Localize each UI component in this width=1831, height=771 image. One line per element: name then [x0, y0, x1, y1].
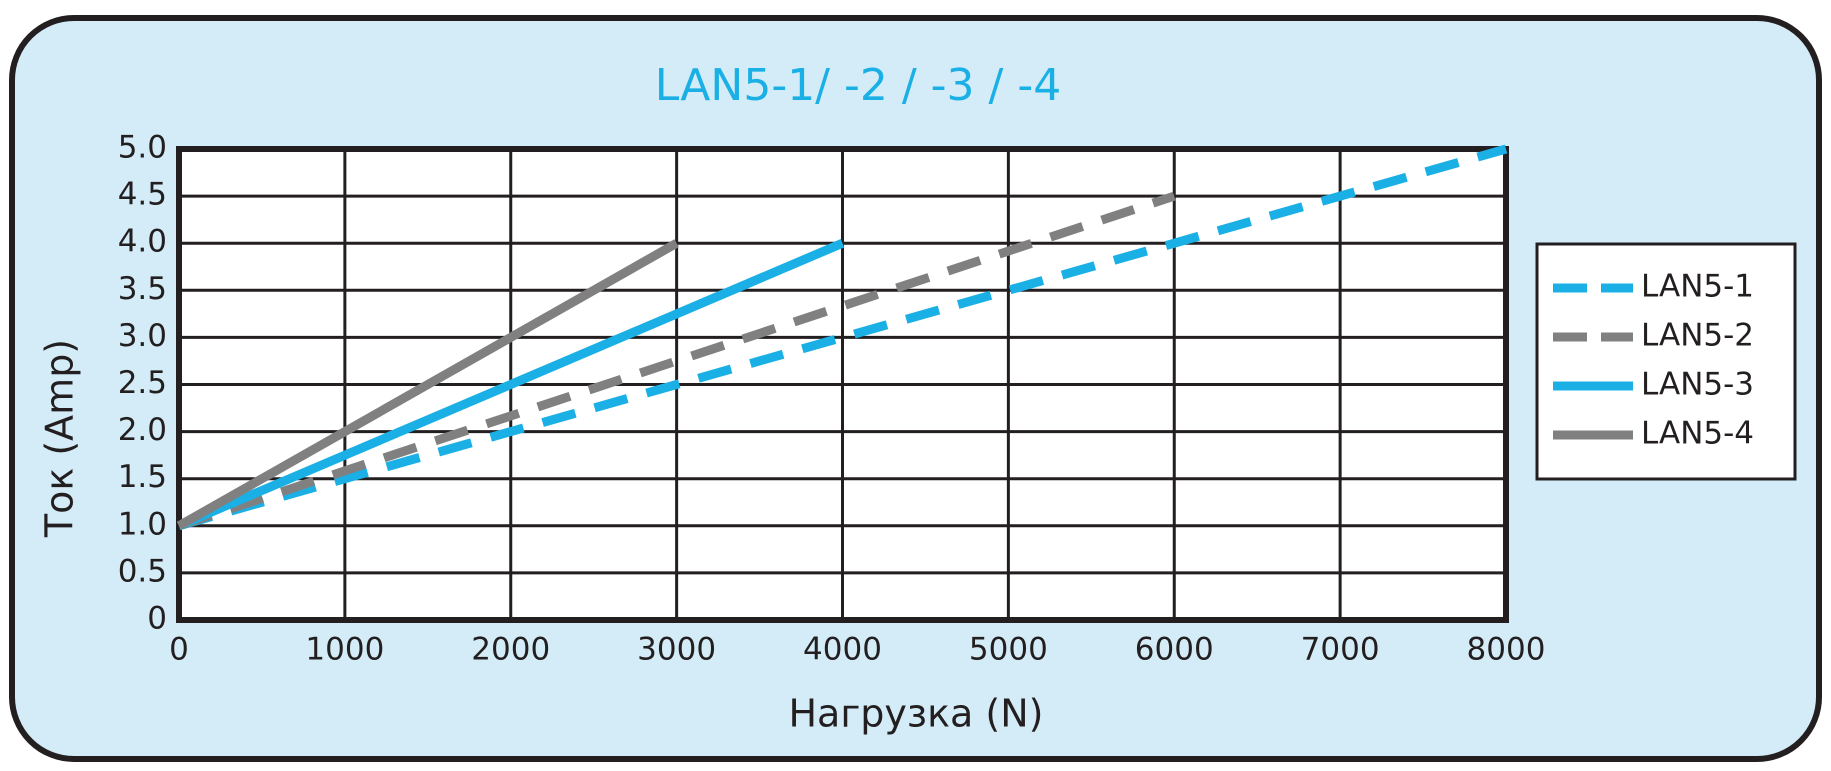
y-axis-label: Ток (Amp): [38, 339, 82, 538]
y-tick-label: 4.5: [118, 177, 167, 213]
x-tick-label: 5000: [969, 632, 1048, 668]
y-tick-label: 1.0: [118, 506, 167, 542]
legend-label: LAN5-2: [1641, 318, 1754, 354]
y-tick-label: 3.5: [118, 271, 167, 307]
y-tick-label: 0: [147, 601, 167, 637]
x-axis-label: Нагрузка (N): [788, 692, 1043, 736]
x-tick-label: 1000: [305, 632, 384, 668]
x-tick-label: 2000: [471, 632, 550, 668]
x-tick-label: 8000: [1467, 632, 1546, 668]
legend-label: LAN5-1: [1641, 269, 1754, 305]
series-line: [177, 239, 845, 530]
series-line: [177, 144, 1508, 531]
legend-label: LAN5-3: [1641, 367, 1754, 403]
x-tick-label: 0: [169, 632, 189, 668]
series-line: [176, 239, 679, 530]
y-tick-label: 2.0: [118, 412, 167, 448]
chart-title: LAN5-1/ -2 / -3 / -4: [655, 60, 1061, 111]
x-tick-label: 3000: [637, 632, 716, 668]
y-tick-label: 3.0: [118, 318, 167, 354]
legend-box: [1535, 242, 1797, 481]
x-tick-label: 6000: [1135, 632, 1214, 668]
x-tick-label: 7000: [1301, 632, 1380, 668]
y-tick-label: 5.0: [118, 130, 167, 166]
series-line: [177, 191, 1176, 531]
x-tick-label: 4000: [803, 632, 882, 668]
y-tick-label: 4.0: [118, 224, 167, 260]
plot-border: [176, 146, 1509, 623]
y-tick-label: 1.5: [118, 459, 167, 495]
legend-label: LAN5-4: [1641, 416, 1754, 452]
y-tick-label: 0.5: [118, 553, 167, 589]
y-tick-label: 2.5: [118, 365, 167, 401]
